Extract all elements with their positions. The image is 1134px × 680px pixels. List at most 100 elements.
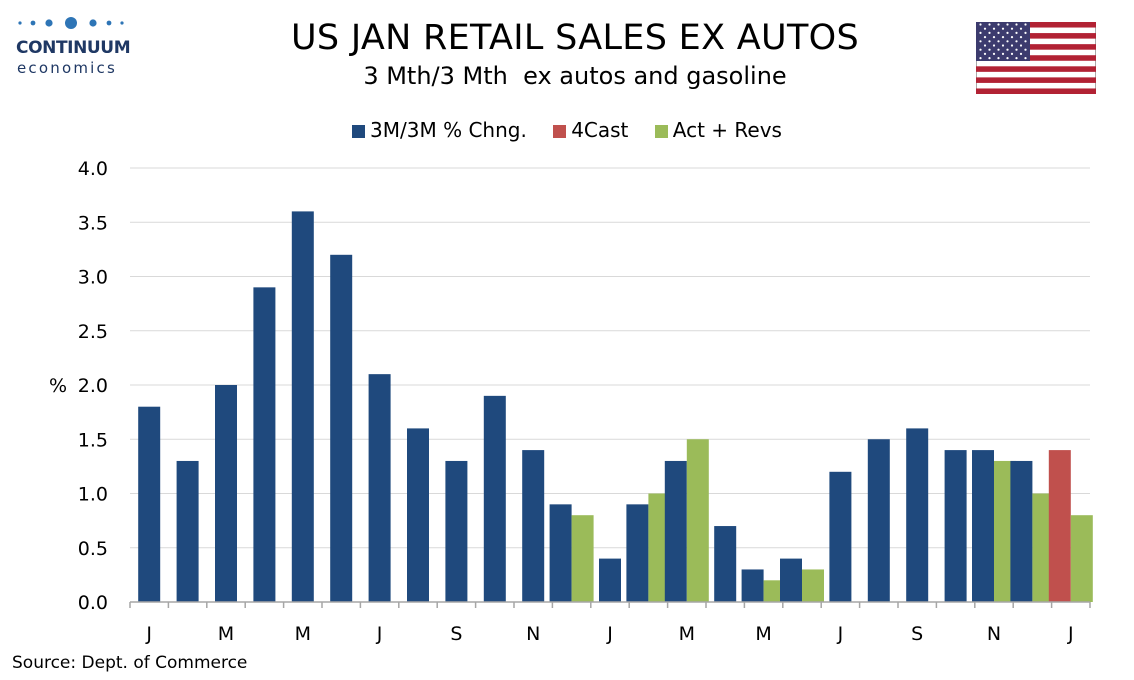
x-tick-label: S [450, 623, 462, 645]
legend-item-actual: Act + Revs [654, 118, 782, 142]
x-tick-label: M [755, 623, 771, 645]
legend-swatch-actual [654, 125, 668, 138]
chart-subtitle: 3 Mth/3 Mth ex autos and gasoline [363, 62, 787, 90]
flag-stripe [976, 55, 1096, 61]
flag-stripe [976, 33, 1096, 39]
flag-star [1010, 36, 1014, 39]
flag-stripe [976, 66, 1096, 72]
flag-star [988, 57, 991, 60]
flag-star [1006, 23, 1009, 26]
flag-star [1001, 52, 1005, 55]
flag-star [1024, 48, 1027, 51]
x-tick-label: J [376, 623, 383, 645]
bar-main [1010, 460, 1033, 602]
flag-star [992, 36, 996, 39]
source-note: Source: Dept. of Commerce [12, 653, 248, 673]
flag-star [1010, 44, 1014, 47]
flag-star [1001, 44, 1005, 47]
bar-main [407, 428, 429, 602]
bar-actual [571, 515, 594, 602]
y-tick-label: 3.5 [78, 212, 108, 234]
flag-star [992, 44, 996, 47]
x-tick-label: J [837, 623, 844, 645]
bar-main [368, 374, 391, 602]
flag-star [1010, 52, 1014, 55]
flag-star [1001, 27, 1005, 30]
y-tick-label: 1.0 [78, 484, 108, 506]
logo-name: CONTINUUM [16, 38, 131, 58]
y-tick-label: 0.0 [78, 592, 108, 614]
bar-main [483, 395, 506, 602]
flag-star [979, 40, 982, 43]
flag-stripe [976, 77, 1096, 83]
flag-star [988, 48, 991, 51]
legend-swatch-main [352, 125, 366, 138]
flag-star [1019, 36, 1023, 39]
chart-legend: 3M/3M % Chng. 4Cast Act + Revs [0, 118, 1134, 142]
flag-star [997, 23, 1000, 26]
flag-star [1015, 31, 1018, 34]
logo: CONTINUUM economics [14, 14, 134, 77]
flag-star [1019, 52, 1023, 55]
bar-actual [802, 569, 824, 602]
x-tick-label: M [679, 623, 695, 645]
flag-star [1024, 31, 1027, 34]
flag-star [1010, 27, 1014, 30]
flag-star [992, 52, 996, 55]
bar-main [138, 406, 161, 602]
flag-star [1015, 23, 1018, 26]
bar-main [176, 460, 199, 602]
bar-main [330, 254, 353, 603]
flag-star [1024, 40, 1027, 43]
legend-item-main: 3M/3M % Chng. [352, 118, 527, 142]
logo-subtitle: economics [17, 59, 117, 77]
flag-star [1006, 40, 1009, 43]
bar-main [829, 471, 852, 602]
bar-chart: 0.0 0.5 1.0 1.5 2.0 2.5 3.0 3.5 4.0% J M M J S N J M M J S N… [49, 158, 1093, 645]
x-tick-label: J [606, 623, 613, 645]
x-tick-label: J [1067, 623, 1074, 645]
x-tick-label: J [145, 623, 152, 645]
y-tick-label: 2.5 [78, 321, 108, 343]
bar-main [253, 287, 276, 602]
flag-star [1019, 44, 1023, 47]
x-tick-label: M [295, 623, 311, 645]
flag-star [1024, 57, 1027, 60]
chart-title: US JAN RETAIL SALES EX AUTOS [291, 18, 859, 58]
grid-layer [130, 167, 1090, 549]
bar-main [522, 450, 545, 602]
bar-main [780, 558, 802, 602]
flag-star [983, 52, 987, 55]
bar-main [714, 526, 737, 602]
x-tick-label: N [526, 623, 540, 645]
legend-item-forecast: 4Cast [553, 118, 628, 142]
bar-main [944, 450, 967, 602]
bar-actual [686, 439, 709, 602]
bar-main [445, 460, 468, 602]
bar-main [626, 504, 649, 602]
x-tick-label: M [218, 623, 234, 645]
y-tick-label: 4.0 [78, 158, 108, 180]
bar-forecast [1048, 450, 1071, 602]
flag-star [988, 40, 991, 43]
flag-star [1015, 48, 1018, 51]
x-tick-label: S [911, 623, 923, 645]
flag-star [1015, 57, 1018, 60]
y-tick-label: 0.5 [78, 538, 108, 560]
bar-actual [1070, 515, 1093, 602]
flag-stripe [976, 44, 1096, 50]
flag-star [979, 31, 982, 34]
bar-main [867, 439, 890, 602]
flag-star [1019, 27, 1023, 30]
logo-dots-icon [18, 17, 124, 29]
flag-star [997, 48, 1000, 51]
flag-star [983, 44, 987, 47]
legend-label-main: 3M/3M % Chng. [370, 118, 527, 142]
legend-label-actual: Act + Revs [672, 118, 782, 142]
axis-layer: 0.0 0.5 1.0 1.5 2.0 2.5 3.0 3.5 4.0% J M M J S N J M M J S N… [49, 158, 1091, 645]
y-tick-label: 2.0 [78, 375, 108, 397]
flag-star [1006, 57, 1009, 60]
flag-star [1006, 48, 1009, 51]
legend-label-forecast: 4Cast [571, 118, 629, 142]
bar-main [906, 428, 929, 602]
